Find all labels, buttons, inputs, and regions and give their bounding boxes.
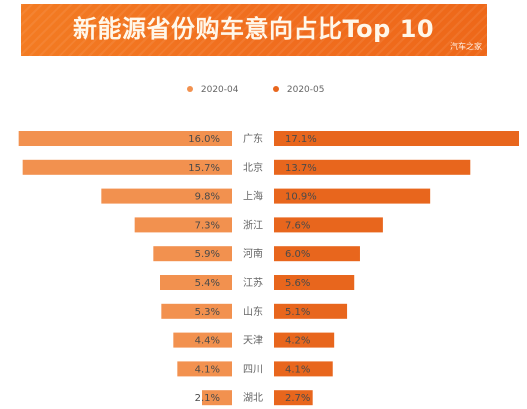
bar-2020-04-0 — [18, 131, 233, 146]
chart-title: 新能源省份购车意向占比Top 10 — [73, 15, 435, 43]
legend-label-2020-05: 2020-05 — [286, 85, 325, 95]
data-label-2020-04-0: 16.0% — [188, 134, 220, 145]
category-label-2: 上海 — [243, 190, 263, 203]
bar-2020-05-8 — [274, 361, 333, 377]
title-banner: 新能源省份购车意向占比Top 10 汽车之家 — [21, 4, 487, 56]
data-label-2020-05-2: 10.9% — [285, 192, 317, 203]
bar-2020-04-3 — [134, 217, 232, 233]
bar-2020-05-3 — [274, 217, 383, 233]
category-label-7: 天津 — [243, 335, 263, 347]
data-label-2020-04-5: 5.4% — [195, 278, 220, 289]
bar-2020-05-6 — [274, 303, 348, 319]
bar-2020-04-4 — [153, 246, 232, 262]
data-label-2020-05-0: 17.1% — [285, 134, 317, 145]
data-label-2020-05-3: 7.6% — [285, 220, 310, 231]
legend-marker-2020-05 — [273, 85, 279, 92]
bar-2020-04-6 — [161, 303, 232, 319]
bar-2020-04-5 — [160, 275, 232, 290]
data-label-2020-04-6: 5.3% — [195, 307, 220, 318]
bar-2020-04-9 — [202, 390, 232, 406]
bar-2020-05-5 — [274, 275, 355, 290]
category-label-9: 湖北 — [243, 392, 263, 404]
chart-legend: 2020-04 2020-05 — [0, 85, 527, 99]
category-label-4: 河南 — [243, 247, 263, 260]
bar-2020-04-1 — [22, 159, 233, 175]
data-label-2020-05-5: 5.6% — [285, 278, 310, 289]
legend-item-2020-05: 2020-05 — [273, 85, 324, 95]
bar-2020-05-0 — [274, 131, 519, 146]
bar-2020-05-4 — [274, 246, 360, 262]
data-label-2020-04-4: 5.9% — [195, 249, 220, 260]
data-label-2020-04-9: 2.1% — [195, 393, 220, 404]
category-label-0: 广东 — [243, 132, 263, 145]
bar-2020-04-2 — [101, 188, 232, 204]
legend-label-2020-04: 2020-04 — [200, 85, 239, 95]
category-label-6: 山东 — [243, 305, 263, 318]
category-label-8: 四川 — [243, 364, 263, 375]
category-label-1: 北京 — [243, 161, 263, 174]
bar-2020-04-8 — [177, 361, 232, 377]
data-label-2020-05-7: 4.2% — [285, 336, 310, 347]
category-label-3: 浙江 — [243, 219, 263, 231]
legend-item-2020-04: 2020-04 — [187, 85, 238, 95]
data-label-2020-04-1: 15.7% — [188, 163, 220, 174]
bar-2020-04-7 — [173, 332, 232, 348]
data-label-2020-04-8: 4.1% — [195, 364, 220, 375]
data-label-2020-05-8: 4.1% — [285, 364, 310, 375]
data-label-2020-05-9: 2.7% — [285, 393, 310, 404]
data-label-2020-04-2: 9.8% — [195, 192, 220, 203]
data-label-2020-04-3: 7.3% — [195, 220, 220, 231]
bar-2020-05-2 — [274, 188, 431, 204]
data-label-2020-05-1: 13.7% — [285, 163, 317, 174]
data-label-2020-04-7: 4.4% — [195, 336, 220, 347]
bar-2020-05-7 — [274, 332, 335, 348]
data-label-2020-05-6: 5.1% — [285, 307, 310, 318]
data-label-2020-05-4: 6.0% — [285, 249, 310, 260]
watermark: 汽车之家 — [450, 42, 482, 51]
bar-2020-05-1 — [274, 159, 471, 175]
bar-2020-05-9 — [274, 390, 313, 406]
legend-marker-2020-04 — [187, 85, 193, 92]
category-label-5: 江苏 — [243, 276, 263, 289]
